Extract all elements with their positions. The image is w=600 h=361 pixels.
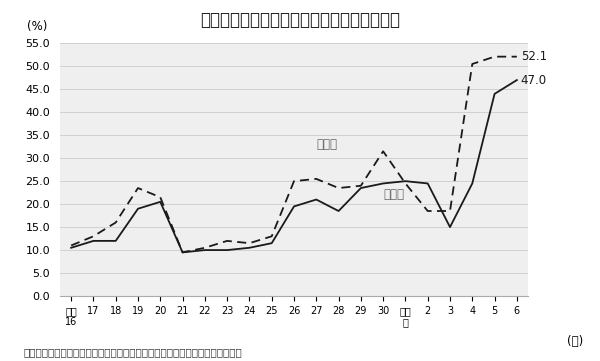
Text: 管理職: 管理職 [383, 188, 404, 201]
Text: 一般職: 一般職 [316, 138, 337, 151]
Text: (年): (年) [567, 335, 583, 348]
Text: 47.0: 47.0 [521, 74, 547, 87]
Text: (%): (%) [27, 20, 47, 33]
Text: 注：　管理職及び一般職それぞれの定昇制度がある企業に占める割合である。: 注： 管理職及び一般職それぞれの定昇制度がある企業に占める割合である。 [24, 347, 243, 357]
Text: 第３図　ベアを行った・行う企業割合の推移: 第３図 ベアを行った・行う企業割合の推移 [200, 11, 400, 29]
Text: 52.1: 52.1 [521, 50, 547, 63]
